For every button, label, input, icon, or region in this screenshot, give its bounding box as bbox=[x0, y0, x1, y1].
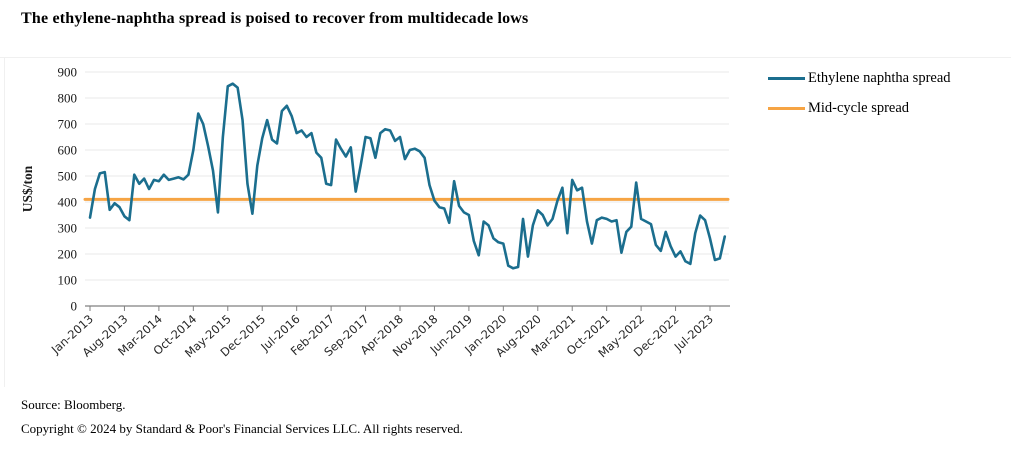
panel-border-left bbox=[4, 57, 5, 387]
y-tick-label: 700 bbox=[58, 117, 78, 132]
y-tick-label: 400 bbox=[58, 195, 78, 210]
legend-label-ethylene: Ethylene naphtha spread bbox=[808, 70, 951, 86]
chart-footer: Source: Bloomberg. Copyright © 2024 by S… bbox=[21, 397, 463, 437]
chart-title: The ethylene-naphtha spread is poised to… bbox=[21, 10, 529, 27]
copyright-note: Copyright © 2024 by Standard & Poor's Fi… bbox=[21, 421, 463, 436]
ethylene-line-swatch-icon bbox=[768, 77, 805, 80]
legend-label-midcycle: Mid-cycle spread bbox=[808, 100, 910, 116]
source-note: Source: Bloomberg. bbox=[21, 397, 126, 412]
midcycle-line-swatch-icon bbox=[768, 107, 805, 110]
legend-item-ethylene: Ethylene naphtha spread bbox=[768, 70, 951, 87]
y-tick-label: 300 bbox=[58, 221, 78, 236]
chart-legend: Ethylene naphtha spread Mid-cycle spread bbox=[768, 70, 951, 117]
y-tick-label: 0 bbox=[71, 299, 78, 314]
x-axis: Jan-2013Aug-2013Mar-2014Oct-2014May-2015… bbox=[48, 305, 730, 360]
y-tick-label: 900 bbox=[58, 65, 78, 80]
y-axis-title: US$/ton bbox=[20, 165, 35, 212]
ethylene-naphtha-spread-line bbox=[88, 82, 727, 270]
y-tick-label: 100 bbox=[58, 273, 78, 288]
y-tick-label: 500 bbox=[58, 169, 78, 184]
legend-item-midcycle: Mid-cycle spread bbox=[768, 100, 951, 117]
panel-border-top bbox=[0, 57, 1011, 58]
y-axis: 0 100 200 300 400 500 600 700 800 900 US$/ton bbox=[20, 65, 77, 314]
gridlines bbox=[85, 71, 729, 281]
y-tick-label: 200 bbox=[58, 247, 78, 262]
y-tick-label: 600 bbox=[58, 143, 78, 158]
y-tick-label: 800 bbox=[58, 91, 78, 106]
